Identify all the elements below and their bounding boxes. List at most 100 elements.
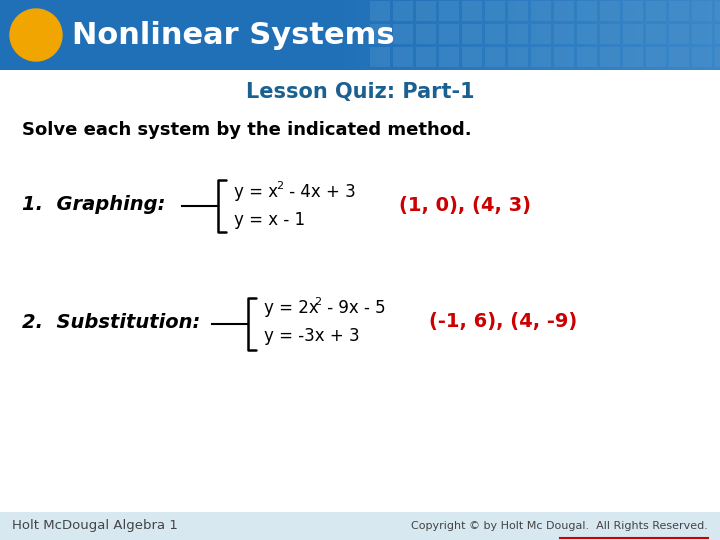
Text: Solve each system by the indicated method.: Solve each system by the indicated metho… xyxy=(22,121,472,139)
Bar xyxy=(554,1,574,21)
Bar xyxy=(555,0,562,70)
Bar xyxy=(508,1,528,21)
Bar xyxy=(397,0,403,70)
Text: y = -3x + 3: y = -3x + 3 xyxy=(264,327,359,345)
Text: 2: 2 xyxy=(276,181,283,191)
Bar xyxy=(554,24,574,44)
Bar xyxy=(462,24,482,44)
Bar xyxy=(600,47,620,67)
Bar xyxy=(439,47,459,67)
Circle shape xyxy=(10,9,62,61)
Bar xyxy=(554,47,574,67)
Bar xyxy=(485,1,505,21)
Bar xyxy=(692,1,712,21)
Bar xyxy=(393,1,413,21)
Bar xyxy=(623,1,643,21)
Bar xyxy=(364,0,370,70)
Bar xyxy=(667,0,674,70)
Bar xyxy=(600,1,620,21)
Bar xyxy=(692,47,712,67)
Bar xyxy=(669,47,689,67)
Bar xyxy=(503,0,509,70)
Bar xyxy=(482,0,489,70)
Bar xyxy=(575,0,582,70)
Bar xyxy=(370,0,377,70)
Text: - 4x + 3: - 4x + 3 xyxy=(284,183,356,201)
Bar xyxy=(416,0,423,70)
Bar xyxy=(351,0,357,70)
Bar xyxy=(623,47,643,67)
Text: (-1, 6), (4, -9): (-1, 6), (4, -9) xyxy=(429,313,577,332)
Bar xyxy=(641,0,647,70)
Bar xyxy=(531,47,551,67)
Bar xyxy=(707,0,714,70)
Bar xyxy=(701,0,707,70)
Bar xyxy=(357,0,364,70)
Bar xyxy=(370,1,390,21)
Bar xyxy=(436,0,443,70)
Bar xyxy=(423,0,430,70)
Bar xyxy=(715,24,720,44)
Bar xyxy=(646,47,666,67)
Bar xyxy=(595,0,601,70)
Bar xyxy=(531,1,551,21)
Bar xyxy=(623,24,643,44)
Bar xyxy=(562,0,568,70)
Bar xyxy=(344,0,351,70)
Bar xyxy=(509,0,516,70)
Bar xyxy=(577,24,597,44)
Bar xyxy=(462,47,482,67)
Bar xyxy=(541,0,549,70)
Bar xyxy=(390,0,397,70)
Bar xyxy=(674,0,680,70)
Text: 2.  Substitution:: 2. Substitution: xyxy=(22,313,200,332)
Bar xyxy=(522,0,528,70)
Bar xyxy=(370,47,390,67)
Bar xyxy=(646,1,666,21)
Bar xyxy=(508,24,528,44)
Bar xyxy=(669,24,689,44)
Bar xyxy=(393,47,413,67)
Bar xyxy=(416,1,436,21)
Bar xyxy=(549,0,555,70)
Bar xyxy=(588,0,595,70)
Bar xyxy=(403,0,410,70)
Bar xyxy=(531,24,551,44)
Bar xyxy=(715,1,720,21)
Bar xyxy=(485,47,505,67)
Bar xyxy=(337,0,344,70)
Text: y = 2x: y = 2x xyxy=(264,299,319,317)
Text: y = x: y = x xyxy=(234,183,278,201)
Bar xyxy=(601,0,608,70)
Bar xyxy=(0,512,720,540)
Bar xyxy=(0,0,720,70)
Bar xyxy=(661,0,667,70)
Bar xyxy=(324,0,330,70)
Text: y = x - 1: y = x - 1 xyxy=(234,211,305,229)
Bar xyxy=(330,0,337,70)
Bar xyxy=(687,0,693,70)
Bar xyxy=(715,47,720,67)
Bar xyxy=(443,0,449,70)
Bar xyxy=(508,47,528,67)
Bar xyxy=(654,0,661,70)
Bar xyxy=(608,0,614,70)
Bar xyxy=(693,0,701,70)
Bar xyxy=(535,0,542,70)
Bar xyxy=(495,0,503,70)
Bar xyxy=(577,47,597,67)
Bar xyxy=(370,24,390,44)
Bar xyxy=(430,0,436,70)
Bar xyxy=(439,24,459,44)
Text: Nonlinear Systems: Nonlinear Systems xyxy=(72,21,395,50)
Bar xyxy=(614,0,621,70)
Bar xyxy=(410,0,416,70)
Bar xyxy=(469,0,476,70)
Bar xyxy=(416,24,436,44)
Text: - 9x - 5: - 9x - 5 xyxy=(322,299,386,317)
Bar xyxy=(489,0,495,70)
Bar xyxy=(377,0,384,70)
Bar xyxy=(577,1,597,21)
Bar xyxy=(383,0,390,70)
Bar xyxy=(516,0,522,70)
